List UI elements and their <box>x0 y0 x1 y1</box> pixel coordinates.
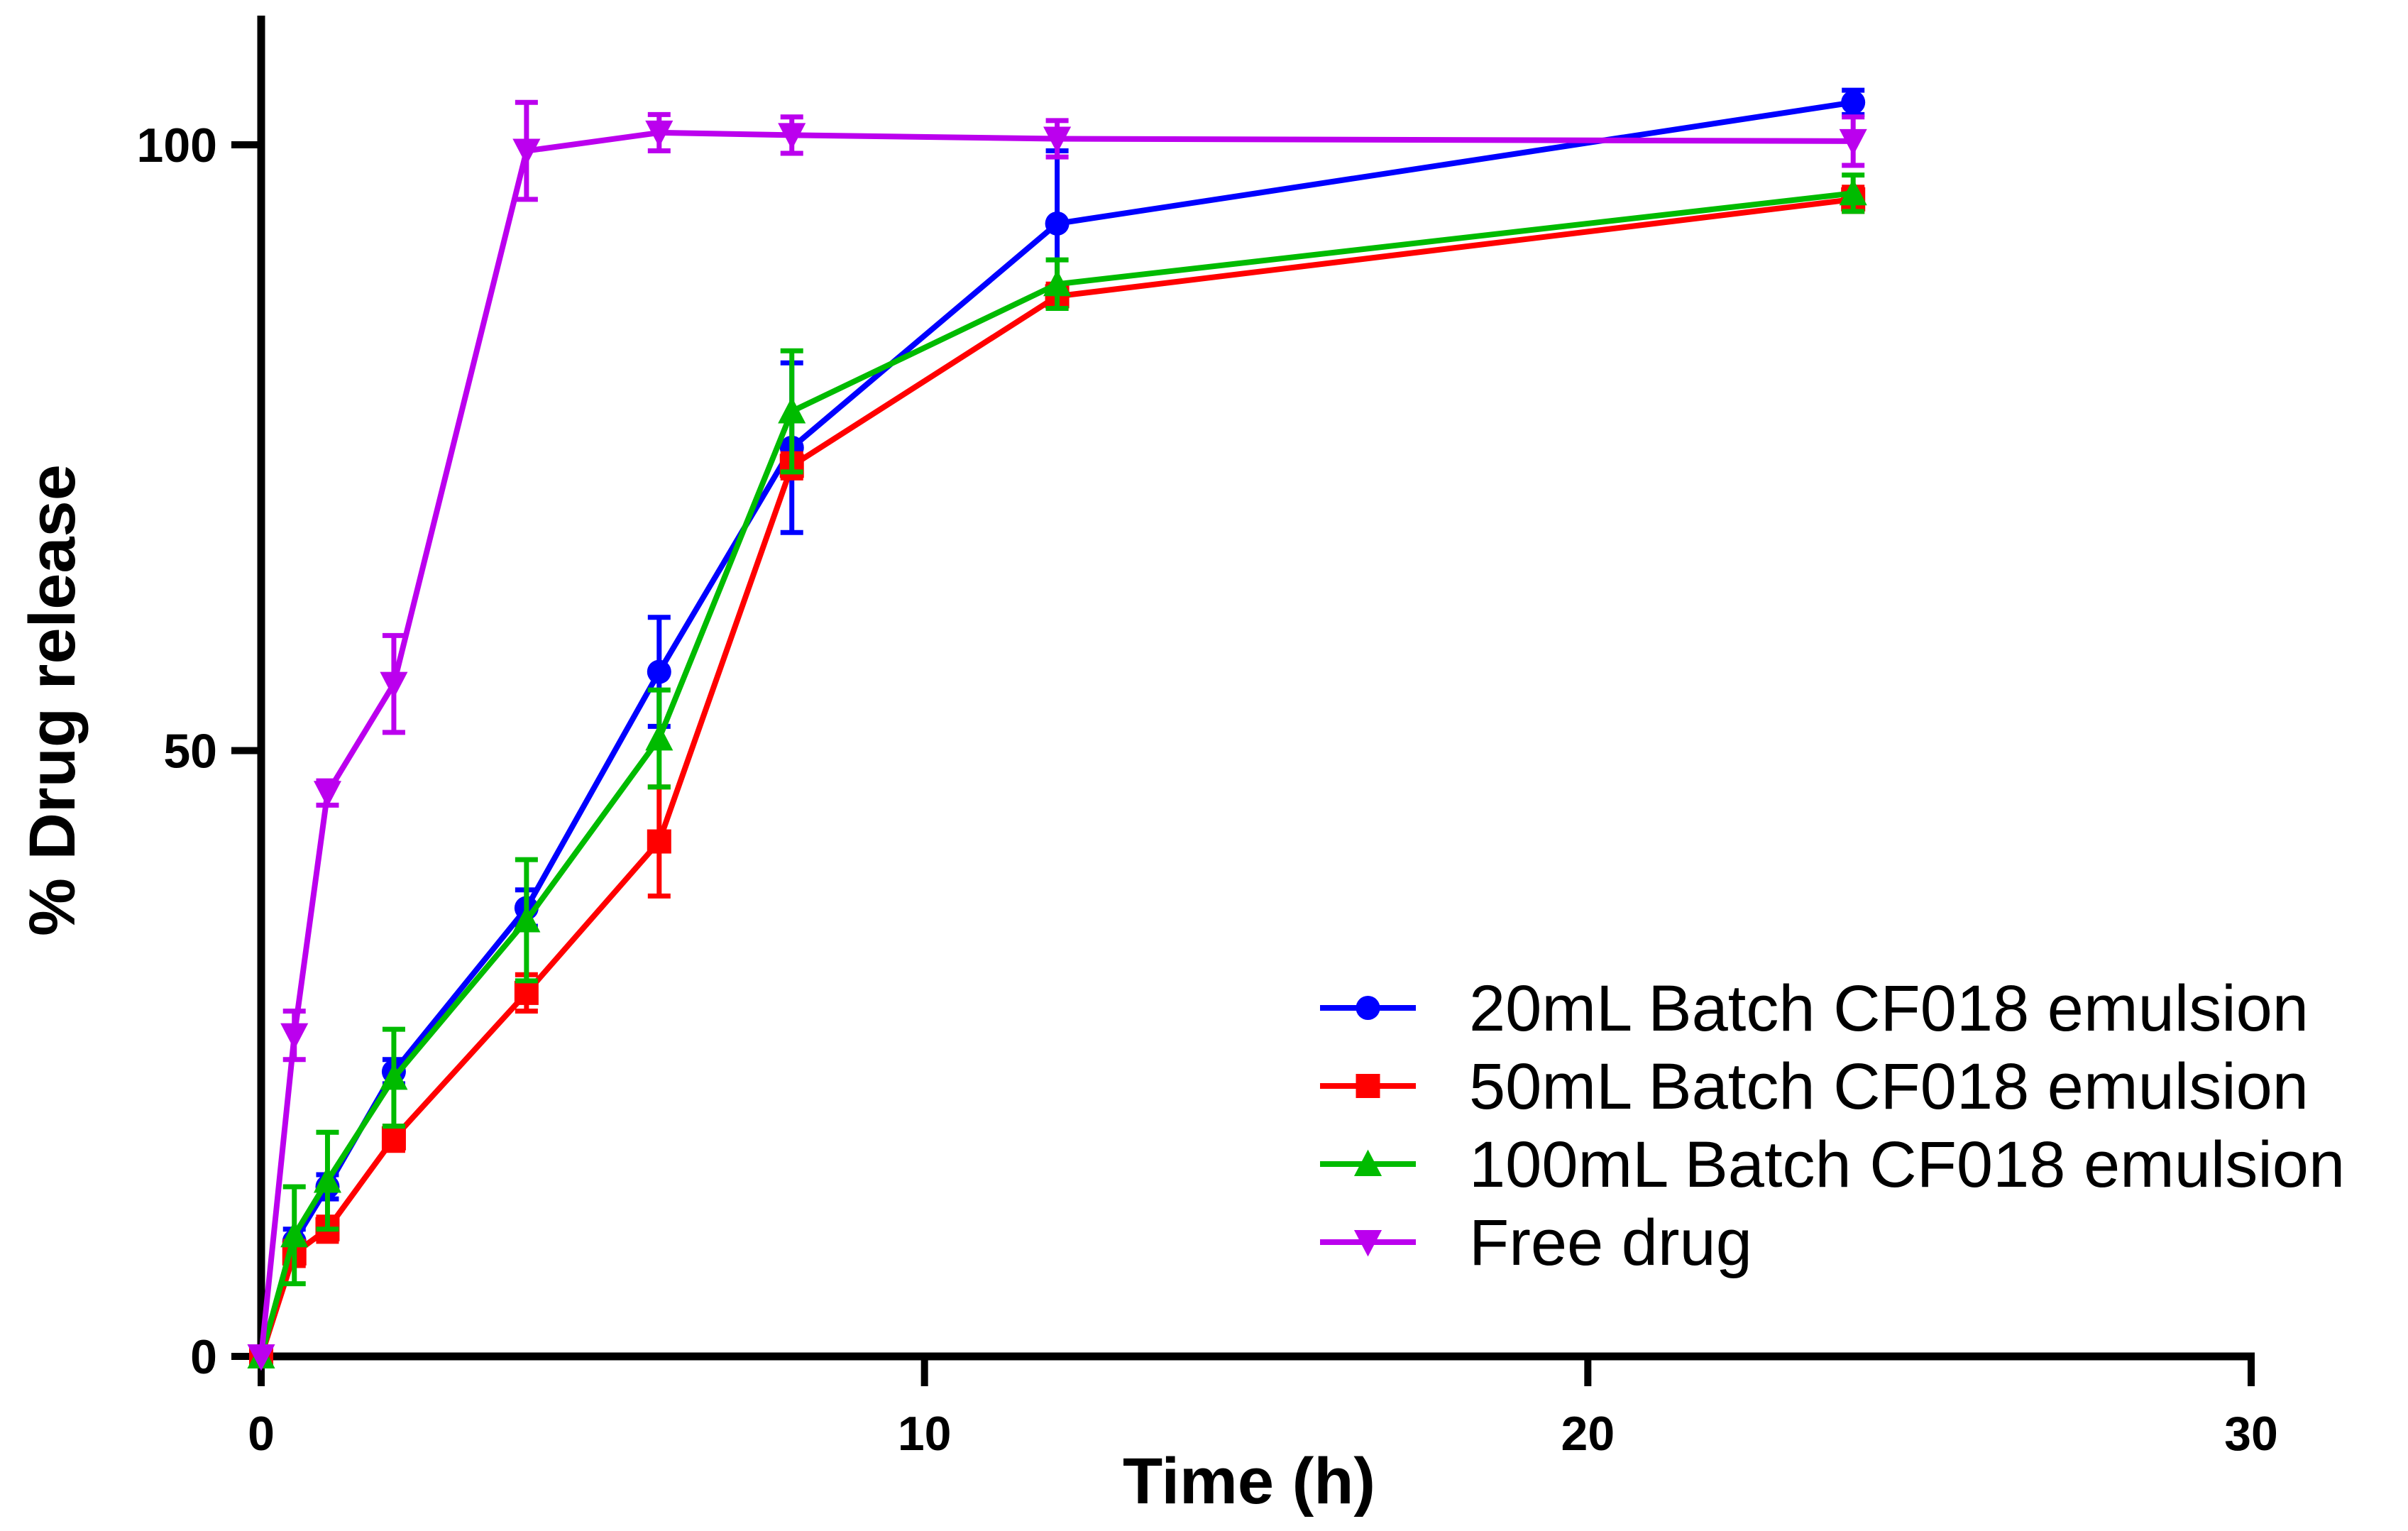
legend-label-1: 50mL Batch CF018 emulsion <box>1469 1050 2309 1123</box>
legend-item-3: Free drug <box>1320 1207 1752 1279</box>
data-point-2-3 <box>380 1063 408 1090</box>
series-layer <box>247 87 1867 1371</box>
data-point-2-5 <box>645 724 674 751</box>
data-point-2-4 <box>512 906 541 933</box>
x-tick-label-2: 20 <box>1561 1407 1615 1461</box>
legend-label-2: 100mL Batch CF018 emulsion <box>1469 1129 2345 1201</box>
data-point-3-6 <box>778 123 806 150</box>
legend-item-1: 50mL Batch CF018 emulsion <box>1320 1050 2309 1123</box>
series-2 <box>247 172 1867 1368</box>
axes: 0 10 20 30 0 50 100 <box>137 16 2278 1461</box>
data-point-1-4 <box>514 980 539 1005</box>
data-point-3-4 <box>512 138 541 165</box>
legend-marker-1 <box>1356 1074 1380 1098</box>
x-tick-label-3: 30 <box>2224 1407 2278 1461</box>
data-point-3-3 <box>380 671 408 699</box>
legend-label-0: 20mL Batch CF018 emulsion <box>1469 972 2309 1045</box>
data-point-3-8 <box>1839 128 1867 156</box>
data-point-0-7 <box>1045 211 1070 236</box>
data-point-3-1 <box>280 1023 309 1050</box>
data-point-2-2 <box>313 1166 342 1193</box>
data-point-3-5 <box>645 120 674 148</box>
data-point-3-0 <box>247 1344 275 1371</box>
y-tick-label-0: 0 <box>190 1330 217 1384</box>
legend-label-3: Free drug <box>1469 1207 1752 1279</box>
y-axis-title: % Drug release <box>16 464 89 936</box>
legend-item-2: 100mL Batch CF018 emulsion <box>1320 1129 2345 1201</box>
legend-marker-3 <box>1353 1230 1382 1257</box>
data-point-3-2 <box>313 781 342 808</box>
x-axis-title: Time (h) <box>1123 1445 1375 1518</box>
y-tick-label-2: 100 <box>137 119 217 172</box>
data-point-2-6 <box>778 397 806 424</box>
data-point-2-8 <box>1839 178 1867 206</box>
series-3 <box>247 99 1867 1371</box>
y-tick-label-1: 50 <box>163 725 217 779</box>
data-point-1-3 <box>381 1126 406 1151</box>
legend-item-0: 20mL Batch CF018 emulsion <box>1320 972 2309 1045</box>
data-point-3-7 <box>1043 126 1072 153</box>
legend-marker-0 <box>1356 996 1380 1020</box>
x-tick-label-0: 0 <box>248 1407 275 1461</box>
data-point-0-8 <box>1841 90 1866 115</box>
data-point-0-5 <box>647 659 671 684</box>
data-point-2-1 <box>280 1220 309 1248</box>
legend-marker-2 <box>1353 1149 1382 1176</box>
data-point-1-5 <box>647 829 671 854</box>
x-tick-label-1: 10 <box>898 1407 952 1461</box>
data-point-2-7 <box>1043 269 1072 297</box>
